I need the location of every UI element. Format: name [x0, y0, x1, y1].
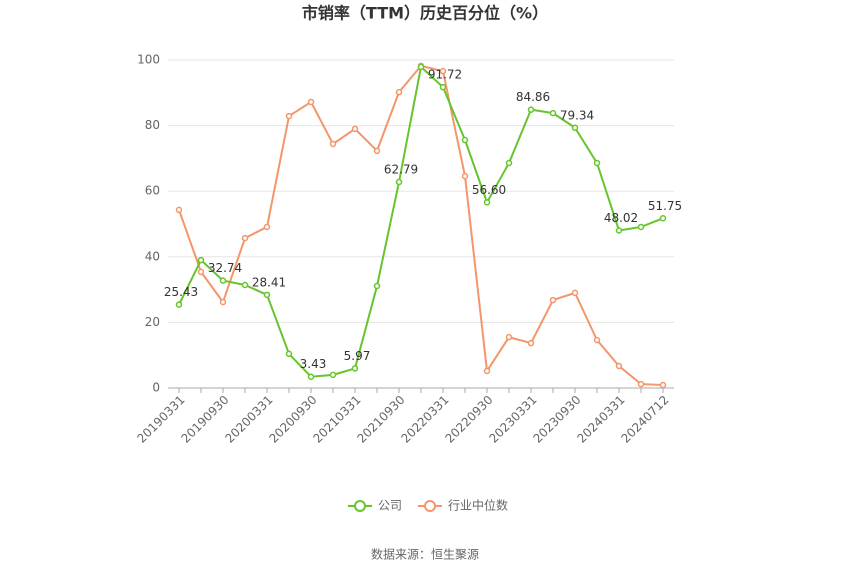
legend-item: 公司 [348, 499, 402, 513]
data-label: 3.43 [300, 357, 327, 371]
point [593, 159, 601, 167]
data-label: 84.86 [516, 90, 550, 104]
data-label: 51.75 [648, 199, 682, 213]
point [505, 159, 513, 167]
point [527, 106, 535, 113]
point [417, 63, 425, 71]
point [549, 296, 557, 304]
data-label: 28.41 [252, 275, 286, 289]
point [461, 136, 469, 144]
point [263, 291, 271, 299]
legend-label: 行业中位数 [448, 498, 508, 513]
point [483, 199, 491, 206]
point [527, 339, 535, 347]
point [615, 362, 623, 370]
point [241, 281, 249, 289]
point [219, 298, 227, 306]
point [285, 350, 293, 358]
point [483, 367, 491, 375]
point [329, 140, 337, 148]
y-tick-label: 40 [145, 249, 160, 263]
point [175, 206, 183, 214]
point [351, 125, 359, 133]
data-label: 32.74 [208, 261, 242, 275]
data-label: 62.79 [384, 163, 418, 177]
legend-label: 公司 [378, 499, 402, 513]
point [461, 172, 469, 180]
x-tick-label: 20240712 [619, 393, 672, 446]
point [659, 381, 667, 389]
point [307, 98, 315, 106]
y-tick-label: 60 [145, 184, 160, 198]
point [241, 234, 249, 242]
point [439, 83, 447, 91]
point [285, 112, 293, 120]
point [659, 215, 667, 222]
point [637, 380, 645, 388]
y-tick-label: 0 [152, 381, 160, 395]
point [197, 256, 205, 264]
point [395, 178, 403, 186]
point [505, 333, 513, 341]
source: 数据来源：恒生聚源 [371, 547, 479, 562]
point [593, 336, 601, 344]
data-label: 48.02 [604, 211, 638, 225]
y-tick-label: 20 [145, 315, 160, 329]
data-label: 25.43 [164, 285, 198, 299]
point [637, 223, 645, 231]
y-tick-label: 80 [145, 118, 160, 132]
data-label: 56.60 [472, 183, 506, 197]
point [175, 301, 183, 308]
point [329, 371, 337, 379]
data-label: 5.97 [344, 349, 371, 363]
data-label: 79.34 [560, 108, 594, 122]
point [263, 223, 271, 231]
point [351, 365, 359, 372]
legend-marker [424, 500, 437, 512]
legend-item: 行业中位数 [418, 498, 508, 513]
point [373, 147, 381, 155]
chart-title: 市销率（TTM）历史百分位（%） [302, 4, 548, 23]
point [307, 373, 315, 380]
point [571, 289, 579, 297]
point [197, 268, 205, 276]
y-tick-label: 100 [137, 53, 160, 67]
point [395, 88, 403, 96]
legend-marker [354, 500, 366, 512]
point [571, 124, 579, 132]
point [439, 67, 447, 75]
data-label: 91.72 [428, 68, 462, 82]
point [615, 227, 623, 234]
point [549, 109, 557, 117]
point [219, 277, 227, 284]
point [373, 282, 381, 290]
